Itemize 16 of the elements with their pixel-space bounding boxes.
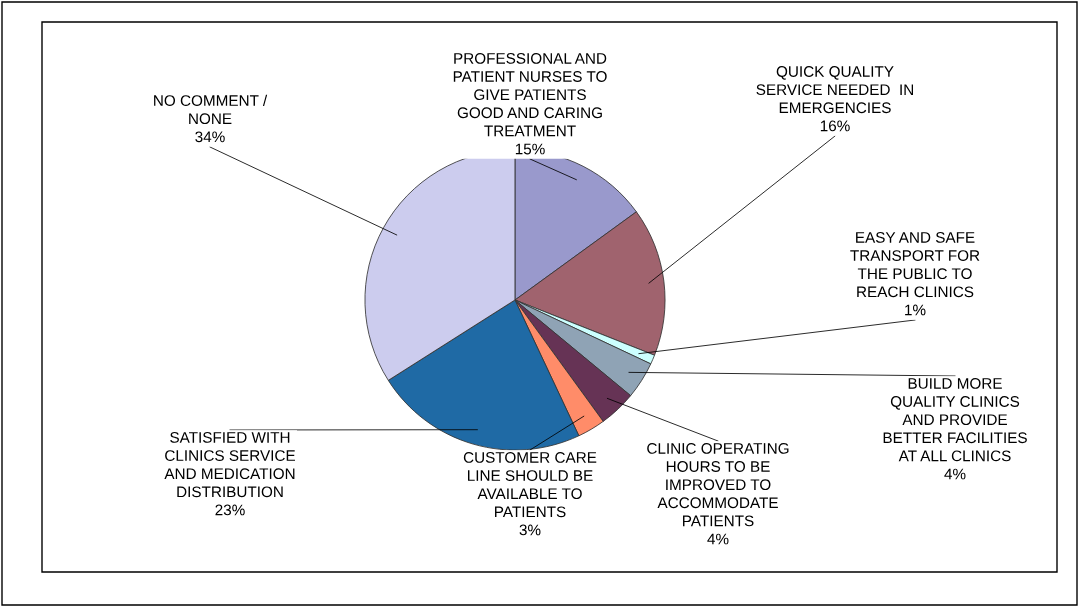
data-label: 1% <box>905 304 926 316</box>
slice-label: NO COMMENT / NONE <box>154 94 268 125</box>
data-label: 23% <box>215 504 245 516</box>
slice-label: CUSTOMER CARE LINE SHOULD BE AVAILABLE TO PATIENTS <box>463 452 597 518</box>
data-label: 34% <box>195 131 225 143</box>
slice-label: EASY AND SAFE TRANSPORT FOR THE PUBLIC TO REACH CLINICS <box>850 232 980 298</box>
data-label: 15% <box>515 143 545 155</box>
slice-label: BUILD MORE QUALITY CLINICS AND PROVIDE BETTER FACILITIES AT ALL CLINICS <box>883 377 1027 462</box>
data-label: 3% <box>519 524 541 536</box>
slice-label: SATISFIED WITH CLINICS SERVICE AND MEDICATION DISTRIBUTION <box>164 432 296 498</box>
slice-label: PROFESSIONAL AND PATIENT NURSES TO GIVE PATIENTS GOOD AND CARING TREATMENT <box>453 52 607 137</box>
slice-label: QUICK QUALITY SERVICE NEEDED IN EMERGENCIES <box>756 66 913 114</box>
data-label: 4% <box>707 533 729 545</box>
data-label: 16% <box>820 120 850 132</box>
slice-label: CLINIC OPERATING HOURS TO BE IMPROVED TO ACCOMMODATE PATIENTS <box>647 442 789 527</box>
data-label: 4% <box>944 468 966 480</box>
